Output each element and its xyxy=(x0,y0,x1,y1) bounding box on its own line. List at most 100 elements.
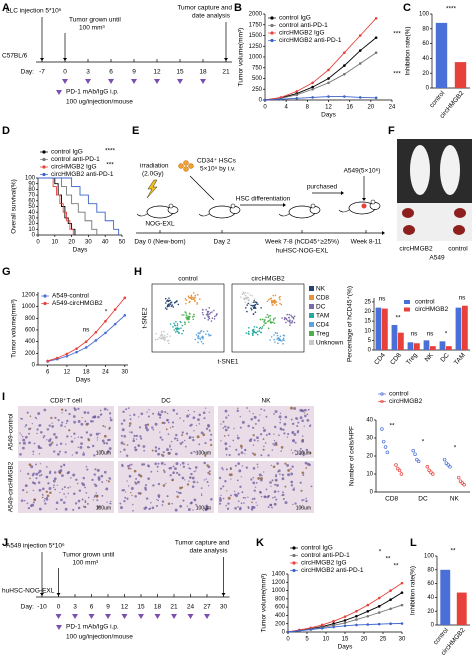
micrograph-cell xyxy=(152,484,155,487)
tsne-point xyxy=(197,332,199,334)
micrograph-cell xyxy=(33,501,35,504)
micrograph xyxy=(18,406,114,458)
micrograph-cell xyxy=(82,453,86,456)
micrograph-cell xyxy=(26,411,29,414)
y-tick-label: 40 xyxy=(422,56,429,62)
micrograph xyxy=(118,461,214,513)
micrograph-cell xyxy=(173,437,177,440)
micrograph-cell xyxy=(45,475,49,479)
micrograph-cell xyxy=(105,442,109,445)
x-tick-label: 30 xyxy=(121,370,128,376)
micrograph-cell xyxy=(192,436,195,439)
tsne-point xyxy=(253,300,255,302)
micrograph-cell xyxy=(80,442,83,445)
annotation: ns xyxy=(411,331,419,338)
y-tick-label: 60 xyxy=(427,581,434,587)
data-point xyxy=(358,49,362,52)
micrograph-cell xyxy=(282,491,284,494)
micrograph-cell xyxy=(261,475,263,477)
micrograph-cell xyxy=(294,453,297,456)
micrograph-cell xyxy=(20,434,22,436)
y-tick-label: 0 xyxy=(282,630,286,636)
timeline-day: 24 xyxy=(187,604,195,611)
micrograph-cell xyxy=(237,505,239,508)
hsc-cell xyxy=(183,166,189,172)
tsne-point xyxy=(269,321,272,324)
diagram-text: irradiation xyxy=(140,163,169,170)
y-tick-label: 1400 xyxy=(272,572,286,578)
micrograph-cell xyxy=(309,452,312,455)
micrograph-cell xyxy=(241,420,245,424)
micrograph-cell xyxy=(195,424,198,427)
strain-label: huHSC-NOG-EXL xyxy=(2,588,55,595)
tsne-point xyxy=(265,316,267,319)
micrograph-cell xyxy=(157,494,161,498)
timeline-text: LLC injection 5*10⁶ xyxy=(6,8,62,15)
micrograph-cell xyxy=(273,439,276,442)
micrograph-cell xyxy=(167,433,170,436)
data-point xyxy=(343,64,346,67)
micrograph-cell xyxy=(42,494,44,496)
micrograph-cell xyxy=(134,446,137,449)
micrograph-cell xyxy=(229,473,233,477)
micrograph-cell xyxy=(282,498,285,500)
micrograph-cell xyxy=(44,497,46,500)
micrograph-cell xyxy=(128,424,131,427)
micrograph-cell xyxy=(38,424,42,427)
diagram-text: huHSC-NOG-EXL xyxy=(276,248,329,255)
bar xyxy=(456,592,467,625)
micrograph-cell xyxy=(188,436,192,439)
micrograph-cell xyxy=(168,451,171,455)
micrograph-cell xyxy=(162,451,165,454)
tsne-point xyxy=(253,325,256,328)
micrograph-cell xyxy=(144,484,148,487)
micrograph-cell xyxy=(152,428,155,431)
data-point xyxy=(358,34,362,37)
tsne-point xyxy=(197,335,200,338)
arrow-head xyxy=(40,593,44,596)
micrograph-cell xyxy=(120,422,124,425)
dose-text: 100 ug/injection/mouse xyxy=(66,634,133,641)
mouse-tail xyxy=(136,213,148,217)
annotation: **** xyxy=(105,148,116,155)
micrograph-cell xyxy=(275,479,277,482)
tsne-legend-label: Unknown xyxy=(316,340,343,347)
x-tick-label: 50 xyxy=(119,240,126,246)
micrograph-cell xyxy=(157,499,159,502)
tsne-point xyxy=(187,316,190,319)
y-tick-label: 1000 xyxy=(249,55,263,61)
tsne-point xyxy=(193,298,195,300)
x-tick-label: 5 xyxy=(305,637,309,643)
micrograph-cell xyxy=(45,490,48,494)
micrograph-cell xyxy=(193,450,196,453)
micrograph-cell xyxy=(225,454,228,456)
tsne-point xyxy=(159,335,162,337)
tsne-legend-swatch xyxy=(309,331,314,336)
micrograph-cell xyxy=(222,420,225,423)
dose-marker xyxy=(154,79,160,84)
micrograph-cell xyxy=(250,508,254,511)
tsne-point xyxy=(260,327,263,330)
micrograph-cell xyxy=(99,432,101,435)
tsne-point xyxy=(190,298,193,300)
micrograph-cell xyxy=(235,494,239,498)
tsne-point xyxy=(288,316,290,319)
micrograph-cell xyxy=(49,438,52,441)
micrograph-cell xyxy=(237,462,240,465)
tsne-point xyxy=(250,307,252,310)
data-point xyxy=(400,622,404,625)
tsne-point xyxy=(193,315,195,318)
micrograph-cell xyxy=(294,441,297,444)
micrograph-cell xyxy=(106,501,108,503)
data-point xyxy=(343,72,346,76)
micrograph-cell xyxy=(29,415,32,418)
tsne-point xyxy=(251,333,254,336)
image-column-label: DC xyxy=(161,398,171,405)
micrograph-cell xyxy=(221,467,224,470)
tsne-point xyxy=(192,318,195,321)
micrograph-cell xyxy=(258,473,262,477)
x-tick-label: 6 xyxy=(46,370,50,376)
tsne-point xyxy=(273,299,276,302)
tsne-point xyxy=(247,330,250,333)
micrograph-cell xyxy=(210,433,213,436)
